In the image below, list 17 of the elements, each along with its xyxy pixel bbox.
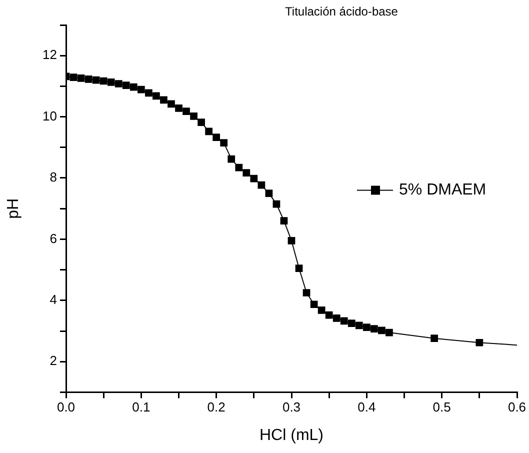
y-tick-label: 4 <box>50 292 57 307</box>
x-tick-label: 0.6 <box>508 400 526 415</box>
y-tick-label: 12 <box>42 47 57 62</box>
x-tick-label: 0.2 <box>207 400 226 415</box>
y-tick-label: 10 <box>42 108 57 124</box>
x-axis-title: HCl (mL) <box>260 426 324 444</box>
x-tick-label: 0.3 <box>282 400 301 415</box>
y-axis-title: pH <box>5 198 22 219</box>
y-tick-label: 8 <box>50 170 57 185</box>
y-tick-label: 2 <box>50 353 57 368</box>
y-tick-label: 6 <box>50 230 57 246</box>
x-tick-label: 0.4 <box>358 400 376 415</box>
legend-label: 5% DMAEM <box>399 182 486 199</box>
x-tick-label: 0.0 <box>56 400 76 415</box>
chart-title: Titulación ácido-base <box>285 4 398 18</box>
x-tick-label: 0.1 <box>132 400 150 415</box>
x-tick-label: 0.5 <box>432 400 451 415</box>
